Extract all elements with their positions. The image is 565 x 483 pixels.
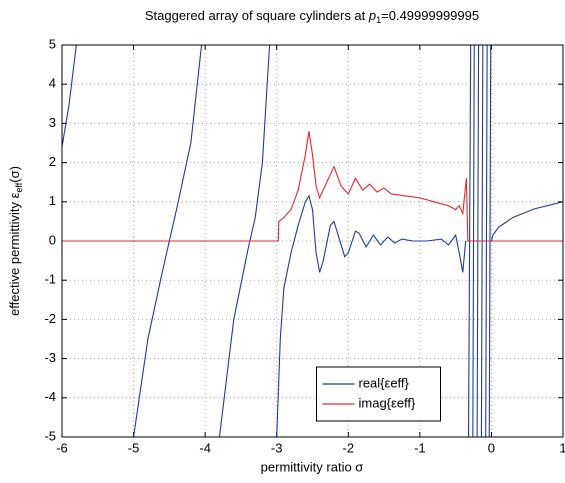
title-text: Staggered array of square cylinders at [145, 8, 369, 23]
title-text: =0.49999999995 [381, 8, 479, 23]
y-tick-label: 5 [49, 36, 56, 51]
title-text: 1 [376, 15, 381, 25]
x-tick-label: -1 [414, 440, 426, 455]
y-tick-label: 2 [49, 154, 56, 169]
y-tick-label: -5 [44, 428, 56, 443]
x-tick-label: -4 [199, 440, 211, 455]
chart-title: Staggered array of square cylinders at p… [145, 8, 479, 25]
y-tick-label: -4 [44, 389, 56, 404]
x-tick-label: -2 [343, 440, 355, 455]
x-axis-label: permittivity ratio σ [261, 459, 364, 474]
series-line [62, 131, 563, 242]
y-label-text: eff [14, 182, 24, 192]
legend-label: imag{εeff} [359, 395, 417, 410]
y-label-text: (σ) [7, 166, 22, 183]
x-tick-label: -3 [271, 440, 283, 455]
x-tick-label: 1 [559, 440, 565, 455]
y-tick-label: -3 [44, 350, 56, 365]
plot-lines [62, 45, 563, 437]
y-tick-label: -1 [44, 272, 56, 287]
y-axis-label: effective permittivity εeff(σ) [7, 166, 24, 316]
axes-box [61, 44, 564, 438]
x-tick-label: 0 [488, 440, 495, 455]
y-label-text: effective permittivity ε [7, 192, 22, 316]
y-tick-label: 4 [49, 76, 56, 91]
x-tick-label: -5 [128, 440, 140, 455]
x-tick-label: -6 [56, 440, 68, 455]
title-text: p [368, 8, 376, 23]
y-tick-label: 0 [49, 232, 56, 247]
y-tick-label: 3 [49, 115, 56, 130]
y-tick-label: 1 [49, 193, 56, 208]
legend-label: real{εeff} [359, 375, 410, 390]
legend-box [316, 366, 441, 422]
y-tick-label: -2 [44, 311, 56, 326]
